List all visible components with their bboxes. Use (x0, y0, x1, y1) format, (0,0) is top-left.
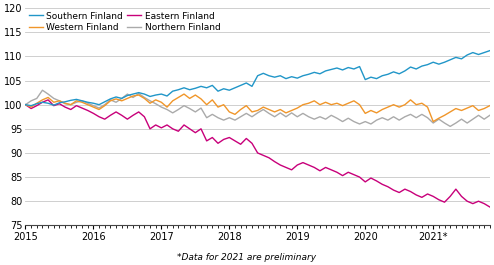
Southern Finland (23, 103, 29, 106)
Southern Finland (362, 78, 368, 81)
Southern Finland (56, 101, 62, 104)
Eastern Finland (96, 115, 102, 118)
Northern Finland (96, 107, 102, 110)
Western Finland (90, 105, 96, 109)
Eastern Finland (487, 205, 493, 209)
Northern Finland (124, 92, 130, 96)
Southern Finland (28, 104, 34, 107)
Western Finland (487, 104, 493, 107)
Line: Western Finland: Western Finland (26, 94, 490, 122)
Western Finland (430, 120, 436, 123)
Northern Finland (362, 120, 368, 123)
Legend: Southern Finland, Western Finland, Eastern Finland, Northern Finland: Southern Finland, Western Finland, Easte… (27, 10, 222, 34)
Southern Finland (306, 73, 312, 76)
Eastern Finland (45, 98, 51, 101)
Eastern Finland (23, 103, 29, 106)
Western Finland (391, 103, 397, 106)
Eastern Finland (124, 118, 130, 121)
Western Finland (23, 103, 29, 106)
Western Finland (119, 99, 124, 102)
Northern Finland (56, 99, 62, 102)
Eastern Finland (391, 188, 397, 192)
Eastern Finland (56, 102, 62, 105)
Eastern Finland (362, 180, 368, 183)
Southern Finland (487, 49, 493, 52)
Line: Northern Finland: Northern Finland (26, 90, 490, 126)
Line: Eastern Finland: Eastern Finland (26, 100, 490, 207)
Northern Finland (40, 89, 45, 92)
Northern Finland (23, 103, 29, 106)
Northern Finland (447, 125, 453, 128)
Western Finland (306, 102, 312, 105)
Eastern Finland (306, 164, 312, 167)
Western Finland (362, 112, 368, 115)
Southern Finland (124, 94, 130, 97)
Western Finland (51, 101, 57, 104)
Northern Finland (487, 114, 493, 117)
Northern Finland (391, 115, 397, 118)
Southern Finland (96, 103, 102, 106)
Text: *Data for 2021 are preliminary: *Data for 2021 are preliminary (177, 253, 317, 262)
Southern Finland (391, 70, 397, 73)
Line: Southern Finland: Southern Finland (26, 51, 490, 106)
Western Finland (181, 92, 187, 96)
Northern Finland (306, 115, 312, 118)
